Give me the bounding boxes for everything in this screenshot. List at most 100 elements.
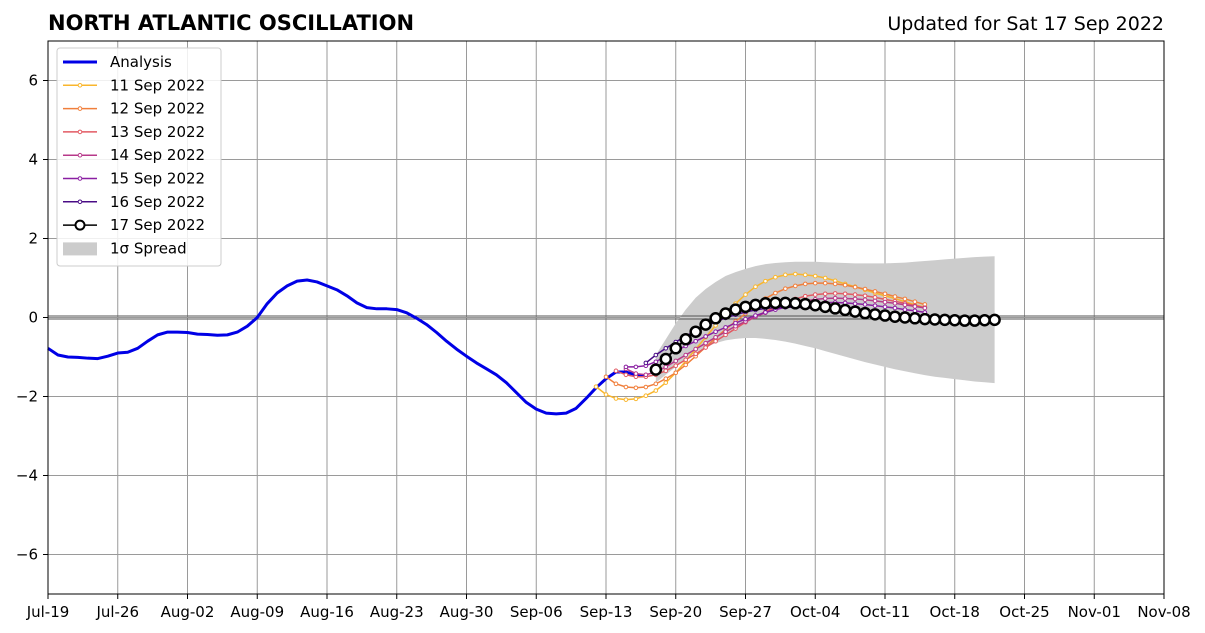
forecast-point	[663, 380, 669, 385]
forecast-point	[713, 329, 718, 335]
legend-item: 12 Sep 2022	[63, 100, 205, 118]
forecast-point	[852, 284, 858, 290]
forecast-point	[978, 314, 991, 327]
plot-area	[47, 40, 1165, 595]
forecast-point	[938, 313, 952, 327]
legend-label: 12 Sep 2022	[110, 100, 205, 118]
legend-marker	[77, 176, 83, 181]
forecast-point	[623, 384, 629, 390]
x-tick-label: Oct-25	[999, 603, 1049, 621]
legend-marker	[77, 83, 83, 88]
x-tick-label: Jul-19	[26, 603, 70, 621]
forecast-point	[882, 299, 888, 305]
forecast-point	[753, 313, 758, 318]
forecast-point	[902, 296, 908, 302]
forecast-point	[902, 307, 908, 312]
y-tick-label: 4	[28, 151, 38, 169]
forecast-point	[613, 368, 619, 374]
legend-swatch	[63, 242, 97, 256]
forecast-point	[729, 303, 742, 316]
forecast-point	[703, 345, 708, 350]
forecast-point	[763, 278, 768, 284]
forecast-point	[862, 293, 868, 299]
forecast-point	[828, 302, 842, 315]
x-tick-label: Nov-08	[1137, 603, 1190, 621]
forecast-point	[848, 305, 862, 318]
y-axis: −6 −4 −2 0 2 4 6	[16, 72, 48, 564]
legend-label: 17 Sep 2022	[110, 216, 205, 234]
legend-item: Analysis	[63, 53, 172, 71]
forecast-point	[659, 352, 673, 366]
x-tick-label: Aug-23	[370, 603, 424, 621]
forecast-point	[743, 316, 748, 322]
forecast-point	[783, 286, 788, 291]
forecast-line	[595, 273, 926, 401]
legend-label: 13 Sep 2022	[110, 123, 205, 141]
forecast-point	[649, 363, 663, 376]
forecast-point	[703, 334, 708, 339]
y-tick-label: −4	[16, 467, 38, 485]
forecast-point	[713, 334, 718, 340]
forecast-point	[988, 313, 1001, 327]
forecast-point	[759, 297, 772, 310]
forecast-point	[802, 293, 808, 299]
forecast-point	[852, 296, 858, 302]
forecast-point	[812, 292, 818, 297]
forecast-point	[623, 372, 629, 378]
legend-label: 14 Sep 2022	[110, 146, 205, 164]
forecast-point	[713, 338, 718, 344]
series-layer	[47, 271, 1001, 416]
y-tick-label: 6	[28, 72, 38, 90]
forecast-point	[633, 385, 639, 391]
forecast-point	[872, 289, 878, 294]
forecast-point	[699, 318, 712, 331]
forecast-point	[673, 358, 679, 364]
forecast-point	[822, 296, 828, 301]
legend-label: 16 Sep 2022	[110, 193, 205, 211]
legend-marker	[77, 106, 83, 111]
legend-box	[56, 47, 222, 267]
forecast-point	[793, 283, 798, 289]
forecast-point	[809, 299, 822, 312]
forecast-point	[773, 274, 778, 280]
forecast-point	[852, 292, 858, 297]
forecast-point	[783, 272, 788, 278]
forecast-point	[832, 291, 838, 296]
forecast-point	[673, 363, 679, 368]
x-axis: Jul-19 Jul-26 Aug-02 Aug-09 Aug-16 Aug-23 Aug-…	[26, 594, 1191, 621]
y-tick-label: 0	[28, 309, 38, 327]
x-tick-label: Sep-27	[719, 603, 772, 621]
legend-marker	[74, 219, 86, 231]
forecast-point	[643, 372, 649, 378]
forecast-point	[653, 359, 659, 365]
forecast-point	[862, 297, 868, 303]
forecast-point	[822, 291, 828, 297]
legend-item: 14 Sep 2022	[63, 146, 205, 164]
forecast-point	[643, 393, 649, 399]
x-tick-label: Oct-18	[930, 603, 980, 621]
forecast-point	[802, 281, 808, 287]
forecast-point	[719, 307, 732, 320]
forecast-point	[603, 392, 609, 397]
forecast-point	[799, 297, 812, 311]
forecast-point	[892, 294, 898, 299]
forecast-point	[812, 280, 818, 286]
x-tick-label: Aug-02	[161, 603, 215, 621]
spread-layer	[655, 256, 995, 384]
forecast-point	[802, 272, 808, 278]
forecast-point	[858, 306, 872, 320]
forecast-point	[709, 312, 722, 325]
forecast-point	[663, 364, 669, 370]
legend-item: 17 Sep 2022	[63, 216, 205, 234]
legend-item: 13 Sep 2022	[63, 123, 205, 141]
forecast-point	[703, 340, 708, 346]
forecast-point	[653, 381, 659, 387]
forecast-point	[789, 297, 802, 310]
forecast-point	[723, 325, 728, 330]
forecast-point	[683, 362, 689, 368]
legend-marker	[77, 129, 83, 135]
forecast-point	[872, 303, 878, 308]
x-tick-label: Jul-26	[95, 603, 139, 621]
forecast-point	[593, 384, 599, 389]
